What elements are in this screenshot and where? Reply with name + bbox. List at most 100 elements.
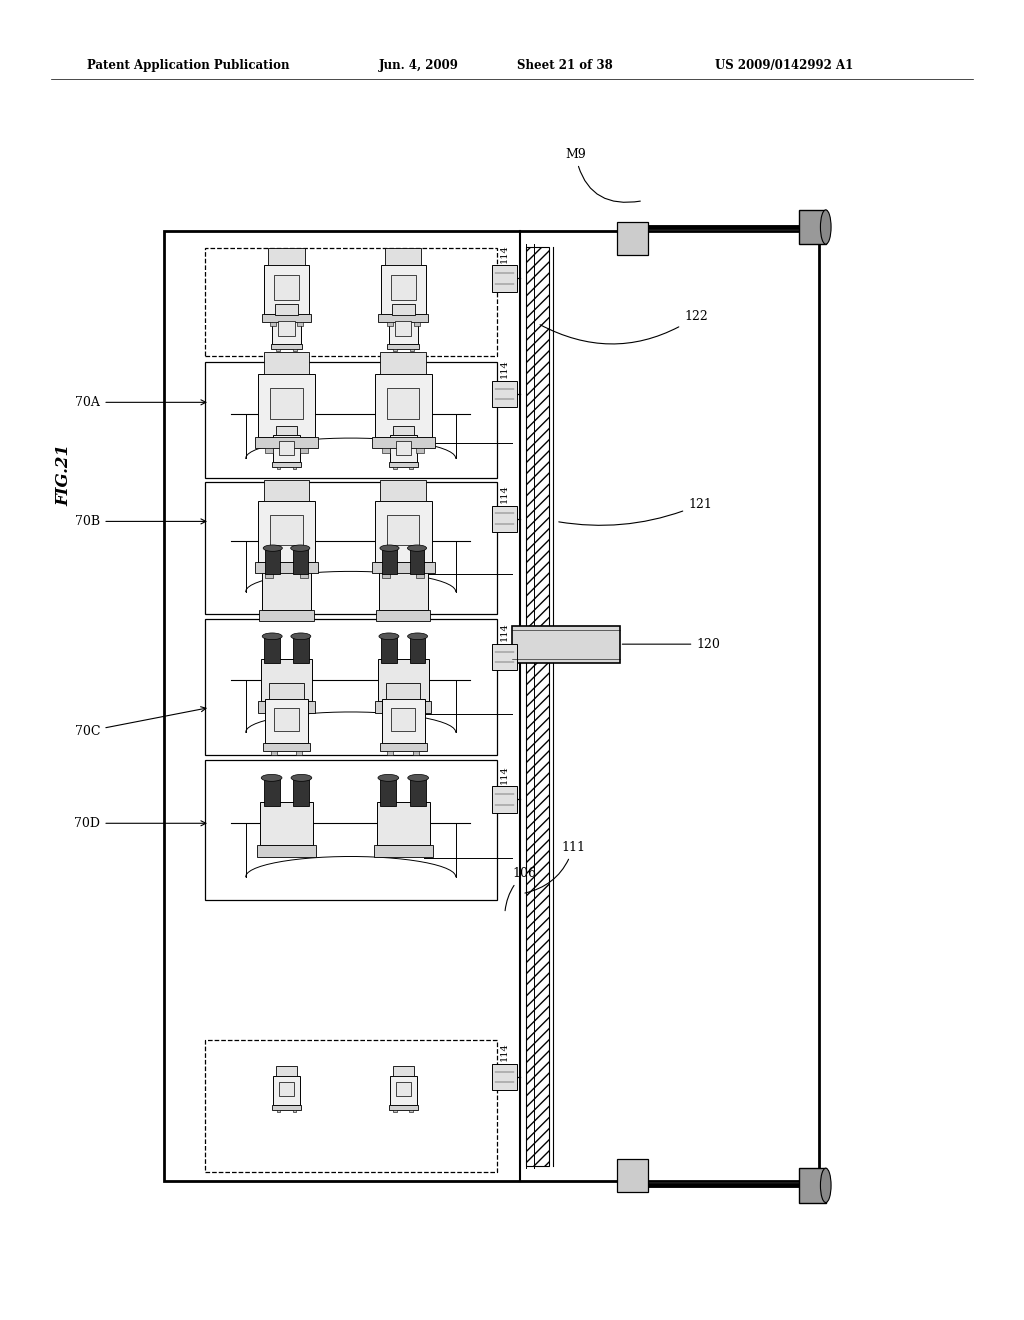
Bar bbox=[265, 548, 281, 573]
Bar bbox=[262, 570, 311, 610]
Bar bbox=[260, 801, 313, 845]
Bar bbox=[279, 321, 295, 335]
Bar bbox=[387, 515, 419, 545]
Bar bbox=[269, 322, 276, 326]
Bar bbox=[396, 1082, 411, 1097]
Bar bbox=[280, 1082, 294, 1097]
Bar bbox=[391, 709, 416, 730]
Text: FIG.21: FIG.21 bbox=[55, 444, 72, 507]
Bar bbox=[300, 573, 308, 578]
Bar bbox=[380, 777, 396, 805]
Ellipse shape bbox=[291, 545, 310, 552]
Bar bbox=[410, 467, 413, 470]
Bar bbox=[275, 425, 297, 436]
Bar bbox=[380, 743, 427, 751]
Bar bbox=[261, 314, 311, 322]
Bar bbox=[265, 698, 308, 743]
Bar bbox=[264, 636, 280, 663]
Text: M9: M9 bbox=[565, 148, 640, 202]
Bar bbox=[417, 447, 425, 453]
Ellipse shape bbox=[380, 545, 399, 552]
Ellipse shape bbox=[408, 634, 428, 640]
Bar bbox=[296, 751, 302, 755]
Bar bbox=[258, 375, 315, 437]
Bar bbox=[265, 573, 273, 578]
Bar bbox=[381, 265, 426, 314]
Ellipse shape bbox=[379, 634, 399, 640]
Bar bbox=[273, 1076, 300, 1105]
Bar bbox=[395, 321, 412, 335]
Bar bbox=[387, 388, 419, 420]
Bar bbox=[205, 760, 497, 900]
Text: 70B: 70B bbox=[75, 515, 206, 528]
Bar bbox=[492, 265, 517, 292]
Ellipse shape bbox=[291, 634, 311, 640]
Bar bbox=[258, 502, 315, 562]
Bar bbox=[275, 1065, 297, 1076]
Bar bbox=[375, 375, 432, 437]
Bar bbox=[272, 462, 301, 467]
Ellipse shape bbox=[261, 775, 282, 781]
Text: 114: 114 bbox=[500, 764, 509, 784]
Bar bbox=[205, 362, 497, 478]
Bar bbox=[617, 1159, 648, 1192]
Bar bbox=[268, 248, 304, 265]
Bar bbox=[512, 626, 620, 663]
Bar bbox=[275, 305, 298, 314]
Bar bbox=[293, 636, 308, 663]
Bar bbox=[379, 570, 428, 610]
Bar bbox=[492, 381, 517, 408]
Bar bbox=[492, 644, 517, 671]
Bar bbox=[492, 506, 517, 532]
Bar bbox=[799, 210, 825, 244]
Bar bbox=[387, 345, 419, 348]
Text: 111: 111 bbox=[525, 841, 585, 894]
Bar bbox=[263, 352, 309, 375]
Bar bbox=[293, 467, 296, 470]
Text: Patent Application Publication: Patent Application Publication bbox=[87, 59, 290, 73]
Bar bbox=[273, 276, 299, 300]
Bar bbox=[205, 1040, 497, 1172]
Bar bbox=[392, 425, 414, 436]
Ellipse shape bbox=[263, 545, 283, 552]
Bar bbox=[205, 482, 497, 614]
Bar bbox=[257, 845, 315, 857]
Text: 114: 114 bbox=[500, 1043, 509, 1061]
Bar bbox=[275, 348, 280, 351]
Bar bbox=[261, 659, 312, 701]
Bar bbox=[410, 348, 414, 351]
Ellipse shape bbox=[820, 210, 831, 244]
Bar bbox=[372, 437, 435, 447]
Bar bbox=[389, 1105, 418, 1110]
Text: Jun. 4, 2009: Jun. 4, 2009 bbox=[379, 59, 459, 73]
Bar bbox=[392, 1065, 414, 1076]
Bar bbox=[382, 698, 425, 743]
Bar bbox=[300, 447, 308, 453]
Text: US 2009/0142992 A1: US 2009/0142992 A1 bbox=[715, 59, 853, 73]
Bar bbox=[390, 276, 416, 300]
Bar bbox=[270, 515, 302, 545]
Text: 114: 114 bbox=[500, 359, 509, 379]
Bar bbox=[376, 610, 430, 620]
Bar bbox=[617, 222, 648, 255]
Bar bbox=[280, 441, 294, 454]
Bar bbox=[269, 682, 304, 698]
Bar bbox=[393, 467, 397, 470]
Bar bbox=[274, 709, 299, 730]
Bar bbox=[381, 636, 396, 663]
Bar bbox=[389, 314, 418, 345]
Bar bbox=[255, 562, 318, 573]
Text: 121: 121 bbox=[559, 498, 712, 525]
Bar bbox=[270, 388, 302, 420]
Text: 114: 114 bbox=[500, 484, 509, 503]
Bar bbox=[390, 436, 417, 462]
Text: 114: 114 bbox=[500, 244, 509, 263]
Ellipse shape bbox=[820, 1168, 831, 1203]
Bar bbox=[382, 573, 390, 578]
Bar bbox=[273, 436, 300, 462]
Bar bbox=[378, 659, 429, 701]
Bar bbox=[205, 248, 497, 356]
Bar bbox=[799, 1168, 825, 1203]
Bar bbox=[396, 441, 411, 454]
Bar bbox=[263, 479, 309, 502]
